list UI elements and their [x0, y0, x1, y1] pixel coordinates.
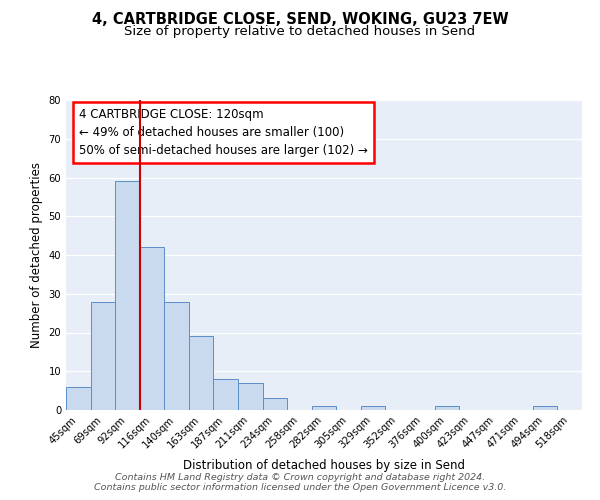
Bar [140, 247, 164, 410]
Bar [263, 398, 287, 410]
Bar [115, 182, 140, 410]
Bar [238, 383, 263, 410]
Bar [91, 302, 115, 410]
Bar [533, 406, 557, 410]
Bar [189, 336, 214, 410]
Text: Contains HM Land Registry data © Crown copyright and database right 2024.
Contai: Contains HM Land Registry data © Crown c… [94, 473, 506, 492]
Text: 4, CARTBRIDGE CLOSE, SEND, WOKING, GU23 7EW: 4, CARTBRIDGE CLOSE, SEND, WOKING, GU23 … [92, 12, 508, 28]
Text: Size of property relative to detached houses in Send: Size of property relative to detached ho… [124, 25, 476, 38]
Bar [434, 406, 459, 410]
Bar [66, 387, 91, 410]
Y-axis label: Number of detached properties: Number of detached properties [30, 162, 43, 348]
Bar [312, 406, 336, 410]
Bar [214, 379, 238, 410]
X-axis label: Distribution of detached houses by size in Send: Distribution of detached houses by size … [183, 459, 465, 472]
Bar [164, 302, 189, 410]
Bar [361, 406, 385, 410]
Text: 4 CARTBRIDGE CLOSE: 120sqm
← 49% of detached houses are smaller (100)
50% of sem: 4 CARTBRIDGE CLOSE: 120sqm ← 49% of deta… [79, 108, 368, 157]
